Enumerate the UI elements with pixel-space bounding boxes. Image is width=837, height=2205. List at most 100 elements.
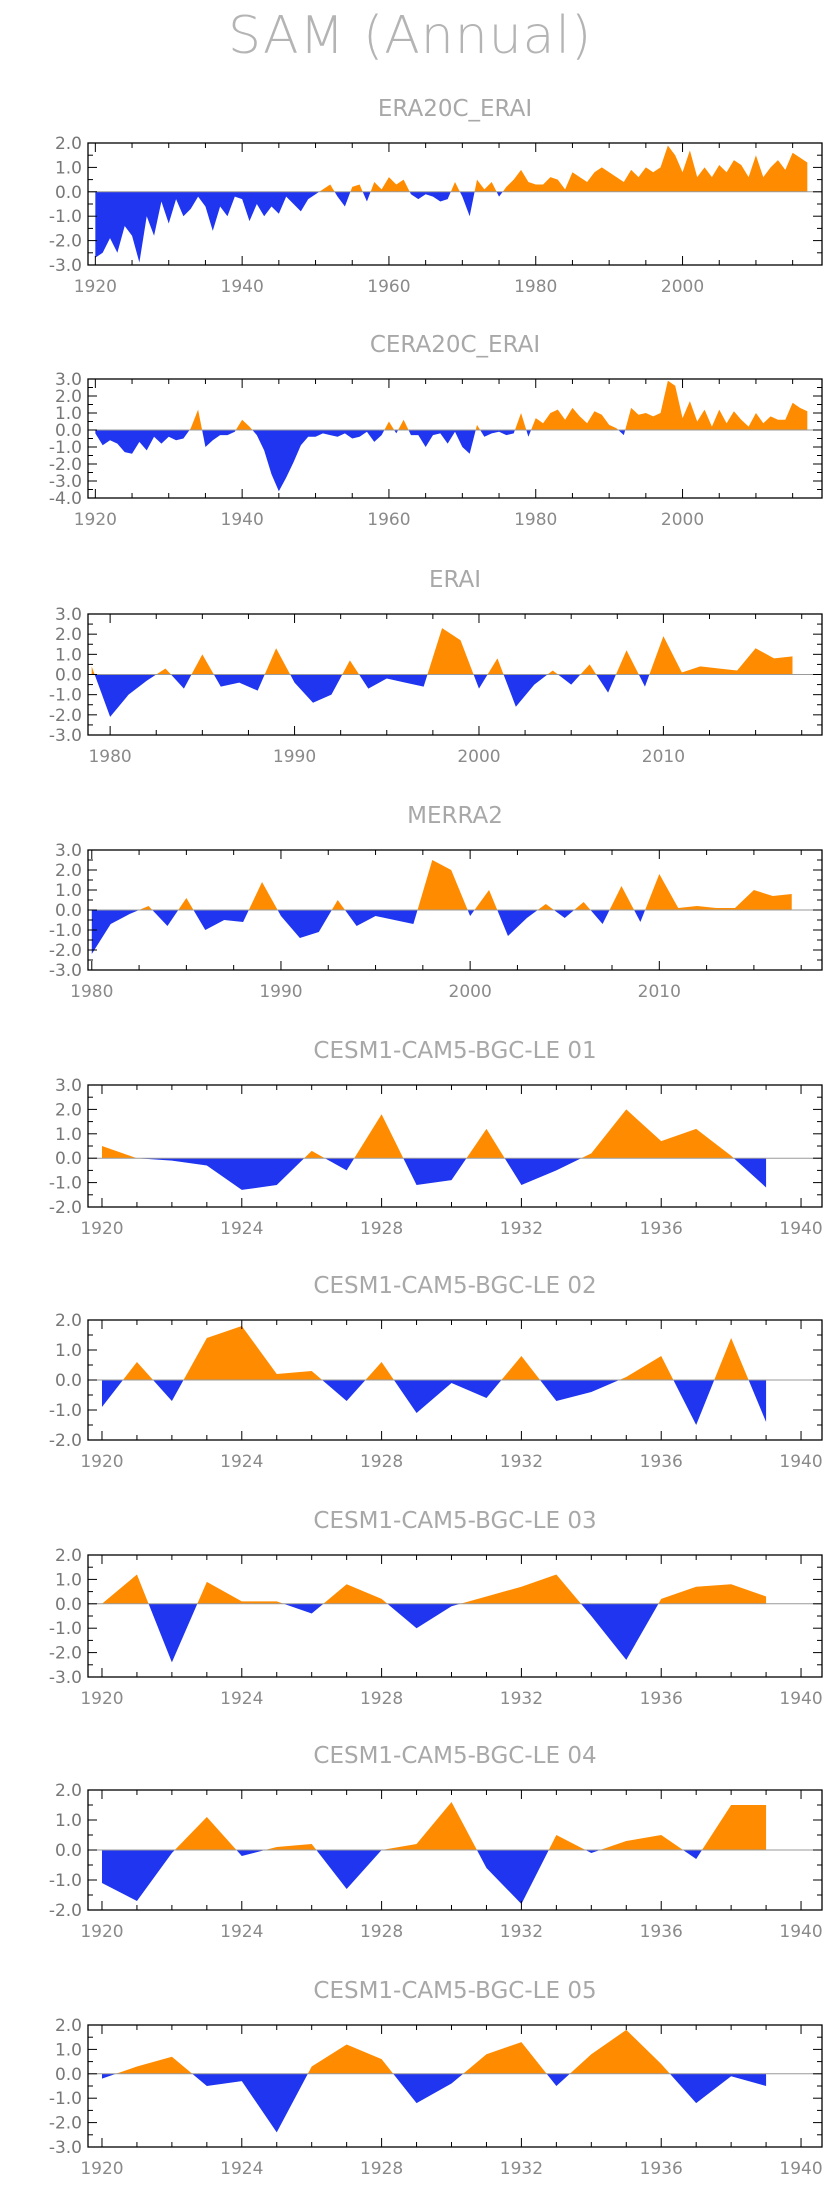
- series-area-positive: [91, 860, 792, 910]
- series-area-negative: [101, 1158, 767, 1190]
- x-tick-label: 1932: [500, 1922, 543, 1942]
- y-tick-label: 0.0: [55, 183, 82, 203]
- y-tick-label: 2.0: [55, 2016, 82, 2036]
- y-tick-label: 1.0: [55, 881, 82, 901]
- x-tick-label: 1932: [500, 1689, 543, 1709]
- plot-frame: [87, 142, 823, 266]
- x-tick-label: 1924: [220, 1922, 263, 1942]
- y-tick-label: -1.0: [49, 207, 82, 227]
- x-tick-label: 1932: [500, 1219, 543, 1239]
- panel-5: CESM1-CAM5-BGC-LE 01 3.0 2.0 1.0 0.0 -1.0 -2.0…: [49, 1038, 823, 1239]
- x-tick-label: 2000: [449, 982, 492, 1002]
- x-tick-label: 1936: [640, 2159, 683, 2179]
- x-tick-label: 1980: [88, 747, 131, 767]
- series-area-positive: [101, 1326, 767, 1380]
- x-tick-label: 1960: [367, 510, 410, 530]
- x-tick-label: 1936: [640, 1219, 683, 1239]
- y-tick-label: -4.0: [49, 489, 82, 509]
- series-area-negative: [95, 430, 808, 492]
- series-area-negative: [91, 910, 792, 954]
- x-tick-label: 1920: [80, 1452, 123, 1472]
- y-tick-label: -2.0: [49, 941, 82, 961]
- y-tick-label: -1.0: [49, 1871, 82, 1891]
- x-tick-label: 1928: [360, 1922, 403, 1942]
- y-tick-label: 0.0: [55, 901, 82, 921]
- series-area-negative: [95, 191, 503, 263]
- y-tick-label: 0.0: [55, 421, 82, 441]
- x-tick-label: 1928: [360, 1452, 403, 1472]
- y-tick-label: -3.0: [49, 726, 82, 746]
- x-tick-label: 2000: [661, 510, 704, 530]
- y-tick-label: -2.0: [49, 2114, 82, 2134]
- panel-title: CESM1-CAM5-BGC-LE 04: [313, 1743, 596, 1769]
- y-tick-label: -1.0: [49, 921, 82, 941]
- y-tick-label: -1.0: [49, 438, 82, 458]
- series-area-negative: [148, 1603, 659, 1663]
- x-tick-label: 2010: [642, 747, 685, 767]
- x-tick-label: 1924: [220, 1452, 263, 1472]
- y-tick-label: -1.0: [49, 2089, 82, 2109]
- series-area-positive: [101, 1109, 734, 1159]
- x-tick-label: 1920: [80, 1689, 123, 1709]
- x-tick-label: 1990: [273, 747, 316, 767]
- y-tick-label: 2.0: [55, 1311, 82, 1331]
- x-tick-label: 2000: [661, 277, 704, 297]
- y-tick-label: -1.0: [49, 1619, 82, 1639]
- y-tick-label: -1.0: [49, 1174, 82, 1194]
- y-tick-label: -3.0: [49, 472, 82, 492]
- panel-title: CESM1-CAM5-BGC-LE 01: [313, 1038, 596, 1064]
- x-tick-label: 1940: [779, 1219, 822, 1239]
- y-tick-label: 3.0: [55, 841, 82, 861]
- y-tick-label: 2.0: [55, 625, 82, 645]
- series-area-positive: [95, 380, 808, 430]
- plot-frame: [87, 1554, 823, 1678]
- series-area-negative: [101, 2073, 767, 2133]
- panel-6: CESM1-CAM5-BGC-LE 022.01.00.0-1.0-2.0192…: [49, 1273, 823, 1472]
- y-tick-label: 2.0: [55, 861, 82, 881]
- x-tick-label: 1980: [514, 510, 557, 530]
- x-tick-label: 1932: [500, 1452, 543, 1472]
- x-tick-label: 1936: [640, 1689, 683, 1709]
- series-area-positive: [101, 1802, 767, 1850]
- x-tick-label: 1940: [221, 510, 264, 530]
- series-area-positive: [101, 1574, 767, 1604]
- x-tick-label: 1932: [500, 2159, 543, 2179]
- x-tick-label: 1936: [640, 1452, 683, 1472]
- y-tick-label: -2.0: [49, 1901, 82, 1921]
- panel-7: CESM1-CAM5-BGC-LE 03 2.0 1.0 0.0 -1.0 -2.0 -3.…: [49, 1508, 823, 1709]
- x-tick-label: 1990: [259, 982, 302, 1002]
- x-tick-label: 1940: [221, 277, 264, 297]
- y-tick-label: -2.0: [49, 1198, 82, 1218]
- series-area-positive: [95, 145, 808, 192]
- panel-title: ERA20C_ERAI: [378, 96, 532, 122]
- y-tick-label: 2.0: [55, 387, 82, 407]
- x-tick-label: 1928: [360, 1689, 403, 1709]
- x-tick-label: 1980: [70, 982, 113, 1002]
- y-tick-label: 3.0: [55, 1076, 82, 1096]
- series-area-positive: [101, 2029, 767, 2074]
- panel-title: MERRA2: [407, 803, 503, 829]
- series-area-positive: [91, 628, 793, 675]
- y-tick-label: 2.0: [55, 1781, 82, 1801]
- data-point: [765, 1421, 766, 1422]
- y-tick-label: -3.0: [49, 2138, 82, 2158]
- x-tick-label: 2010: [638, 982, 681, 1002]
- x-tick-label: 1920: [80, 2159, 123, 2179]
- x-tick-label: 1924: [220, 1219, 263, 1239]
- y-tick-label: 3.0: [55, 370, 82, 390]
- page-title-text: SAM (Annual): [228, 6, 593, 66]
- x-tick-label: 1960: [367, 277, 410, 297]
- panel-3: ERAI 3.02.01.00.0-1.0-2.0-3.0 1980 1990 2000…: [49, 567, 823, 767]
- x-tick-label: 1940: [779, 2159, 822, 2179]
- y-tick-label: 2.0: [55, 1100, 82, 1120]
- x-tick-label: 1940: [779, 1689, 822, 1709]
- panel-9: CESM1-CAM5-BGC-LE 05 2.0 1.0 0.0 -1.0 -2.0 -3.…: [49, 1978, 823, 2179]
- y-tick-label: -1.0: [49, 686, 82, 706]
- y-tick-label: 0.0: [55, 1841, 82, 1861]
- y-tick-label: 0.0: [55, 666, 82, 686]
- y-tick-label: 1.0: [55, 1811, 82, 1831]
- x-tick-label: 1924: [220, 2159, 263, 2179]
- panel-2: CERA20C_ERAI 3.02.01.00.0-1.0-2.0-3.0-4.0…: [49, 332, 823, 530]
